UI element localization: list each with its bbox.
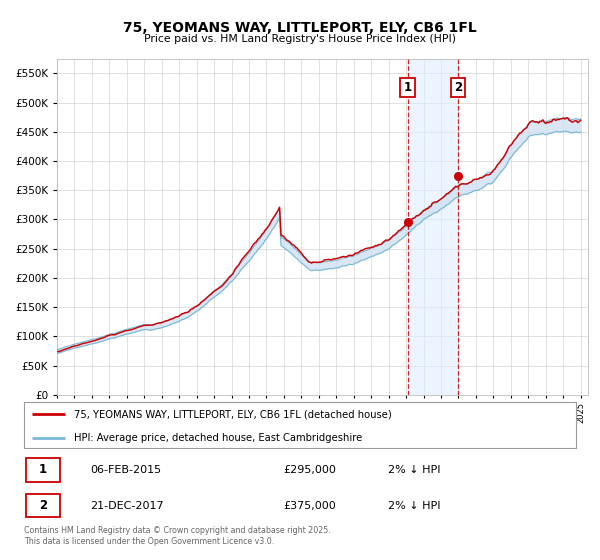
Text: £375,000: £375,000	[283, 501, 336, 511]
Text: 2: 2	[39, 499, 47, 512]
Text: Price paid vs. HM Land Registry's House Price Index (HPI): Price paid vs. HM Land Registry's House …	[144, 34, 456, 44]
Text: 1: 1	[404, 81, 412, 94]
Text: £295,000: £295,000	[283, 465, 337, 475]
Text: 2: 2	[454, 81, 462, 94]
Text: 75, YEOMANS WAY, LITTLEPORT, ELY, CB6 1FL: 75, YEOMANS WAY, LITTLEPORT, ELY, CB6 1F…	[123, 21, 477, 35]
Bar	[407, 59, 458, 395]
Text: Contains HM Land Registry data © Crown copyright and database right 2025.
This d: Contains HM Land Registry data © Crown c…	[24, 526, 331, 546]
Text: 2% ↓ HPI: 2% ↓ HPI	[388, 465, 441, 475]
FancyBboxPatch shape	[26, 459, 60, 482]
Text: 75, YEOMANS WAY, LITTLEPORT, ELY, CB6 1FL (detached house): 75, YEOMANS WAY, LITTLEPORT, ELY, CB6 1F…	[74, 409, 391, 419]
FancyBboxPatch shape	[26, 494, 60, 517]
Text: 21-DEC-2017: 21-DEC-2017	[90, 501, 164, 511]
Text: 1: 1	[39, 464, 47, 477]
Text: HPI: Average price, detached house, East Cambridgeshire: HPI: Average price, detached house, East…	[74, 433, 362, 443]
Text: 06-FEB-2015: 06-FEB-2015	[90, 465, 161, 475]
Text: 2% ↓ HPI: 2% ↓ HPI	[388, 501, 441, 511]
